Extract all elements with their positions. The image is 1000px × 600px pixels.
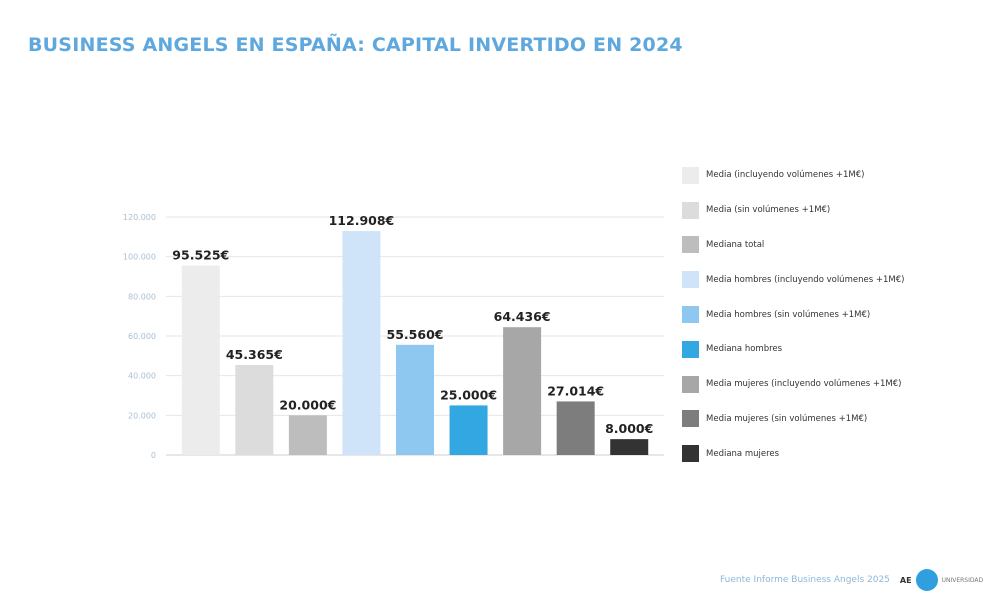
legend-label: Mediana mujeres	[706, 448, 780, 459]
source-note: Fuente Informe Business Angels 2025	[720, 575, 890, 585]
y-tick-label: 120.000	[123, 213, 156, 222]
legend-item: Media (incluyendo volúmenes +1M€)	[682, 158, 982, 193]
data-label: 95.525€	[172, 248, 229, 263]
y-tick-label: 40.000	[128, 372, 156, 381]
chart-legend: Media (incluyendo volúmenes +1M€) Media (…	[682, 158, 982, 471]
bar	[181, 265, 220, 455]
data-label: 20.000€	[279, 397, 336, 412]
legend-label: Media hombres (incluyendo volúmenes +1M€…	[706, 274, 905, 285]
legend-item: Media mujeres (incluyendo volúmenes +1M€…	[682, 367, 982, 402]
legend-swatch	[682, 340, 699, 358]
legend-label: Mediana hombres	[706, 344, 783, 355]
legend-label: Media mujeres (incluyendo volúmenes +1M€…	[706, 379, 902, 390]
legend-swatch	[682, 375, 699, 393]
legend-swatch	[682, 201, 699, 219]
legend-item: Mediana hombres	[682, 332, 982, 367]
bar	[396, 344, 434, 455]
legend-swatch	[682, 236, 699, 254]
legend-item: Media hombres (sin volúmenes +1M€)	[682, 297, 982, 332]
y-tick-label: 80.000	[128, 292, 156, 301]
data-label: 25.000€	[440, 387, 497, 402]
legend-swatch	[682, 410, 699, 428]
bar	[503, 327, 542, 455]
legend-label: Media (sin volúmenes +1M€)	[706, 205, 831, 216]
y-tick-label: 0	[151, 451, 156, 460]
data-label: 112.908€	[329, 213, 395, 228]
bar	[610, 439, 649, 455]
data-label: 64.436€	[494, 309, 551, 324]
legend-label: Media hombres (sin volúmenes +1M€)	[706, 309, 871, 320]
logo-text: AE	[899, 575, 912, 585]
bar	[449, 405, 488, 455]
legend-item: Mediana mujeres	[682, 436, 982, 471]
y-tick-label: 60.000	[128, 332, 156, 341]
logo-subtext: UNIVERSIDAD	[941, 576, 984, 584]
legend-swatch	[682, 166, 699, 184]
y-tick-label: 20.000	[128, 411, 156, 420]
data-label: 55.560€	[387, 327, 444, 342]
logo-circle-icon	[915, 569, 938, 591]
legend-swatch	[682, 271, 699, 289]
legend-item: Mediana total	[682, 228, 982, 263]
legend-item: Media (sin volúmenes +1M€)	[682, 193, 982, 228]
legend-label: Media mujeres (sin volúmenes +1M€)	[706, 413, 868, 424]
data-label: 8.000€	[605, 421, 653, 436]
y-tick-label: 100.000	[123, 253, 156, 262]
bar	[288, 415, 327, 455]
logo: AE UNIVERSIDAD	[900, 569, 983, 591]
legend-label: Media (incluyendo volúmenes +1M€)	[706, 170, 865, 181]
bar	[235, 365, 274, 455]
footer: Fuente Informe Business Angels 2025 AE U…	[720, 569, 983, 591]
data-label: 27.014€	[547, 383, 604, 398]
bar	[342, 231, 381, 455]
bar	[556, 401, 595, 455]
legend-item: Media mujeres (sin volúmenes +1M€)	[682, 402, 982, 437]
legend-item: Media hombres (incluyendo volúmenes +1M€…	[682, 262, 982, 297]
legend-label: Mediana total	[706, 239, 765, 250]
page-title: BUSINESS ANGELS EN ESPAÑA: CAPITAL INVER…	[28, 34, 683, 56]
legend-swatch	[682, 445, 699, 463]
data-label: 45.365€	[226, 347, 283, 362]
legend-swatch	[682, 306, 699, 324]
